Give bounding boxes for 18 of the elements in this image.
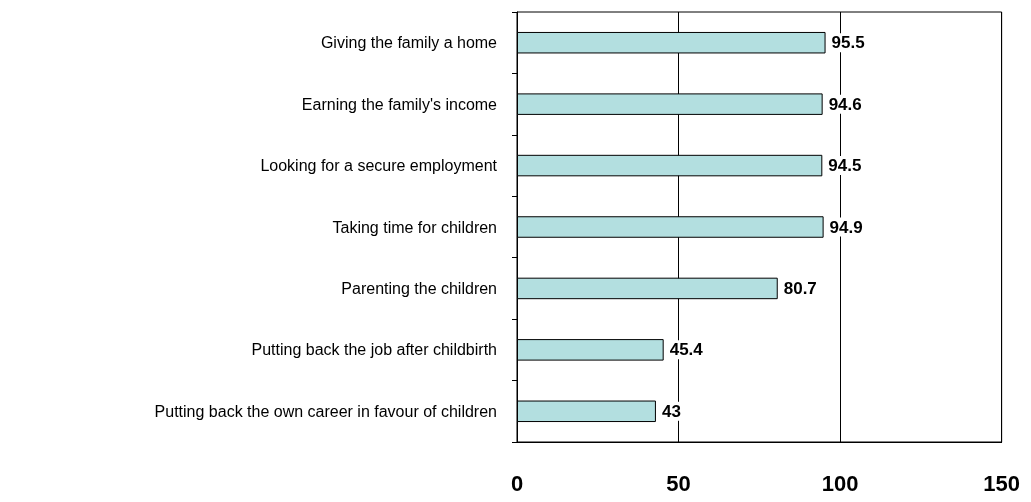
data-label: 94.5 xyxy=(828,156,862,176)
data-label: 94.9 xyxy=(829,217,863,237)
y-tick-label: Putting back the job after childbirth xyxy=(251,341,497,359)
y-tick-label: Giving the family a home xyxy=(320,34,498,52)
x-tick-label: 0 xyxy=(510,470,524,496)
data-label: 94.6 xyxy=(828,94,862,114)
data-label: 43 xyxy=(661,401,681,421)
y-tick-label: Taking time for children xyxy=(332,218,497,236)
x-tick-label: 50 xyxy=(666,470,691,496)
y-tick-label: Putting back the own career in favour of children xyxy=(154,402,497,420)
data-label: 80.7 xyxy=(783,278,817,298)
y-tick-label: Earning the family's income xyxy=(301,95,498,113)
y-tick-label: Looking for a secure employment xyxy=(260,157,498,175)
data-label: 95.5 xyxy=(831,33,865,53)
data-label: 45.4 xyxy=(669,340,704,360)
y-tick-label: Parenting the children xyxy=(341,279,497,297)
x-tick-label: 100 xyxy=(821,470,859,496)
x-tick-label: 150 xyxy=(983,470,1021,496)
